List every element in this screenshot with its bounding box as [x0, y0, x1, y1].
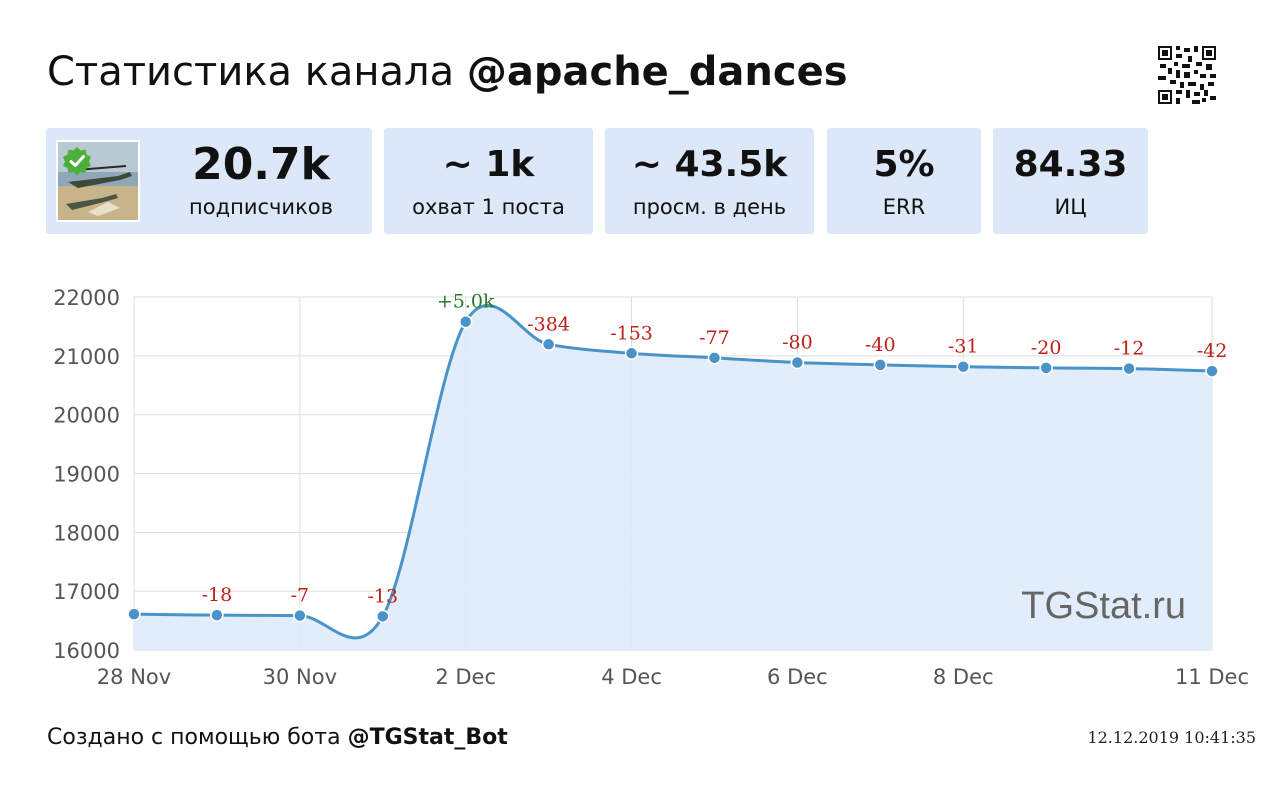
y-tick-label: 22000: [53, 286, 120, 310]
data-point: [1122, 361, 1136, 376]
data-point: [1039, 361, 1053, 375]
data-point: [458, 314, 473, 329]
y-tick-label: 17000: [53, 580, 120, 604]
index-value: 84.33: [1013, 144, 1128, 185]
err-card: 5% ERR: [827, 128, 981, 234]
x-tick-label: 6 Dec: [767, 665, 828, 689]
reach-label: охват 1 поста: [412, 195, 565, 219]
x-tick-label: 8 Dec: [933, 665, 994, 689]
data-point: [956, 359, 970, 374]
data-point: [210, 608, 224, 622]
daily-views-value: ~ 43.5k: [631, 144, 788, 185]
x-tick-label: 30 Nov: [263, 665, 337, 689]
data-label: -12: [1114, 338, 1145, 360]
x-tick-label: 28 Nov: [97, 665, 171, 689]
channel-avatar: [56, 140, 140, 222]
series-area: [134, 305, 1212, 650]
data-label: -80: [782, 332, 813, 354]
x-tick-label: 2 Dec: [435, 665, 496, 689]
reach-value: ~ 1k: [442, 144, 535, 185]
data-point: [293, 608, 307, 623]
title-prefix: Статистика канала: [47, 49, 455, 95]
data-label: -13: [367, 585, 398, 607]
qr-code-icon: [1158, 46, 1216, 104]
data-point: [707, 351, 722, 365]
data-point: [376, 609, 390, 624]
data-label: -7: [291, 585, 310, 607]
data-point: [1205, 364, 1219, 378]
err-value: 5%: [873, 144, 935, 185]
index-label: ИЦ: [1054, 195, 1087, 219]
timestamp: 12.12.2019 10:41:35: [1087, 728, 1256, 747]
data-point: [127, 607, 141, 621]
footer-prefix: Создано с помощью бота: [47, 725, 341, 750]
y-tick-label: 16000: [53, 639, 120, 663]
footer-credit: Создано с помощью бота @TGStat_Bot: [47, 724, 508, 752]
subscribers-value: 20.7k: [192, 139, 330, 190]
page-title: Статистика канала @apache_dances: [47, 48, 848, 96]
data-point: [624, 346, 639, 361]
watermark: TGStat.ru: [1021, 585, 1186, 627]
daily-views-card: ~ 43.5k просм. в день: [605, 128, 814, 234]
y-tick-label: 20000: [53, 404, 120, 428]
bot-handle[interactable]: @TGStat_Bot: [347, 725, 508, 750]
check-badge-icon: [63, 147, 91, 176]
data-label: -31: [948, 336, 979, 358]
channel-handle: @apache_dances: [466, 49, 848, 95]
x-tick-label: 4 Dec: [601, 665, 662, 689]
index-card: 84.33 ИЦ: [993, 128, 1148, 234]
y-tick-label: 19000: [53, 463, 120, 487]
data-label: +5.0k: [437, 291, 495, 313]
data-label: -40: [865, 334, 896, 356]
data-label: -384: [527, 313, 570, 335]
data-point: [541, 337, 556, 352]
data-point: [873, 358, 888, 372]
subscribers-chart: 16000 17000 18000 19000 20000 21000 22000 28 No…: [53, 286, 1249, 689]
subscribers-label: подписчиков: [189, 195, 333, 219]
subscribers-card: 20.7k подписчиков: [46, 128, 372, 234]
data-label: -20: [1031, 337, 1062, 359]
data-label: -153: [610, 322, 653, 344]
data-label: -42: [1197, 340, 1228, 362]
y-tick-label: 18000: [53, 521, 120, 545]
data-label: -18: [202, 584, 233, 606]
data-point: [790, 355, 805, 370]
y-tick-label: 21000: [53, 345, 120, 369]
daily-views-label: просм. в день: [632, 195, 787, 219]
reach-card: ~ 1k охват 1 поста: [384, 128, 593, 234]
data-label: -77: [699, 327, 730, 349]
err-label: ERR: [882, 195, 926, 219]
x-tick-label: 11 Dec: [1175, 665, 1249, 689]
